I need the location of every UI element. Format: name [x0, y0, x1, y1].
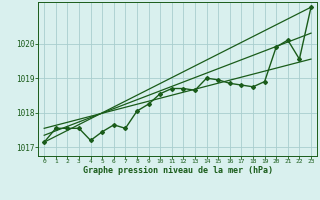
X-axis label: Graphe pression niveau de la mer (hPa): Graphe pression niveau de la mer (hPa): [83, 166, 273, 175]
